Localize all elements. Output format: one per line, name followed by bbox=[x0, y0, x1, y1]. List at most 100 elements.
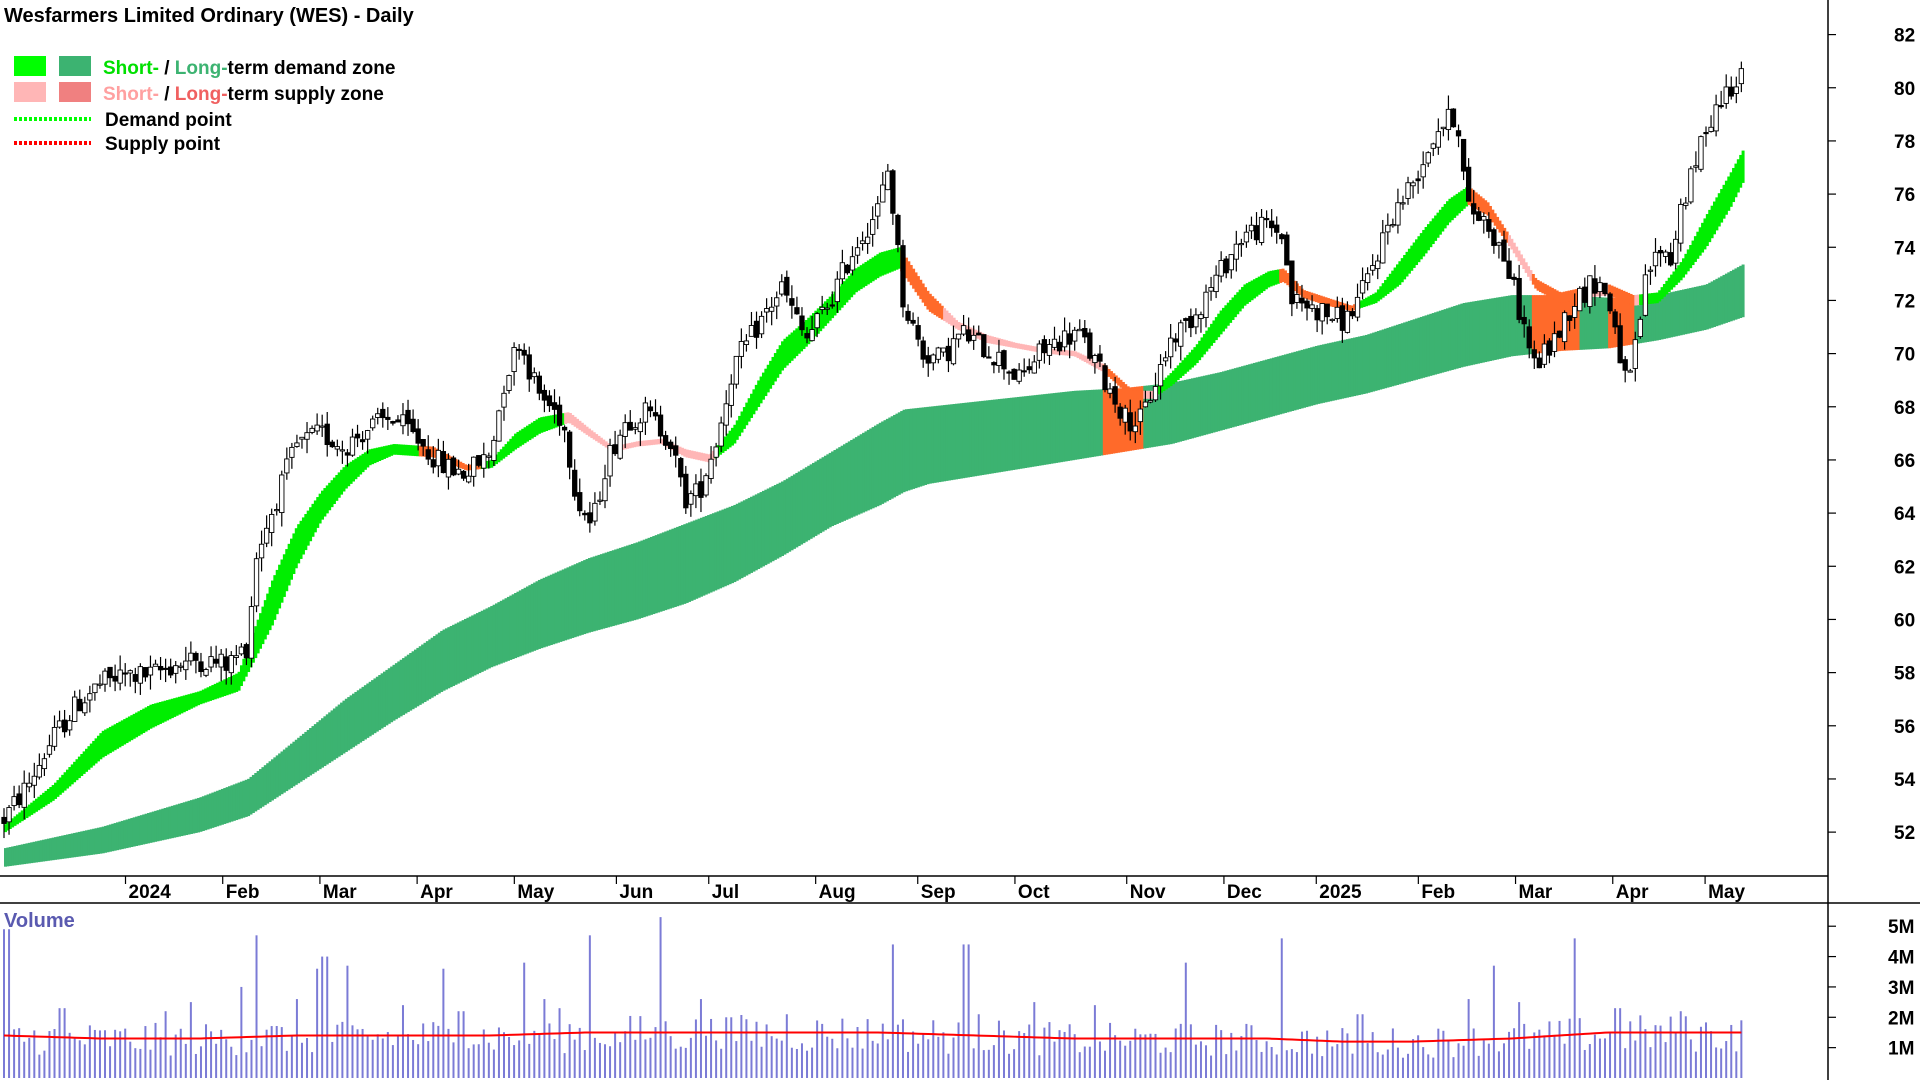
volume-bar bbox=[1563, 1043, 1566, 1078]
long-zone-strip bbox=[506, 596, 510, 661]
candle-body bbox=[551, 402, 558, 410]
volume-bar bbox=[1639, 1015, 1642, 1078]
candle-body bbox=[491, 439, 497, 461]
long-zone-strip bbox=[1002, 398, 1006, 472]
short-zone-strip bbox=[1500, 224, 1504, 236]
short-zone-strip bbox=[404, 444, 408, 456]
long-zone-strip bbox=[1064, 391, 1068, 462]
short-zone-strip bbox=[39, 794, 43, 809]
long-zone-strip bbox=[225, 787, 229, 824]
long-zone-strip bbox=[1682, 289, 1685, 335]
long-zone-strip bbox=[1341, 340, 1345, 399]
volume-bar bbox=[1492, 965, 1495, 1078]
long-zone-strip bbox=[1538, 295, 1542, 354]
volume-bar bbox=[846, 1038, 849, 1078]
long-zone-strip bbox=[373, 678, 377, 734]
long-zone-strip bbox=[1469, 301, 1473, 366]
candle-body bbox=[763, 308, 770, 313]
volume-bar bbox=[1063, 1031, 1066, 1078]
long-zone-strip bbox=[549, 574, 553, 646]
volume-bar bbox=[1508, 1031, 1511, 1078]
long-zone-strip bbox=[1188, 378, 1192, 440]
long-zone-strip bbox=[528, 585, 532, 653]
long-zone-strip bbox=[1643, 295, 1647, 343]
short-zone-strip bbox=[1412, 242, 1416, 268]
long-zone-strip bbox=[742, 500, 746, 577]
short-zone-strip bbox=[104, 729, 108, 756]
long-zone-strip bbox=[1486, 299, 1490, 362]
price-tick-label: 54 bbox=[1894, 770, 1916, 791]
long-zone-strip bbox=[926, 406, 930, 485]
short-zone-strip bbox=[1627, 292, 1631, 304]
long-zone-strip bbox=[1102, 389, 1106, 456]
volume-bar bbox=[472, 1044, 475, 1078]
volume-bar bbox=[366, 1035, 369, 1078]
volume-bar bbox=[1730, 1024, 1733, 1078]
volume-bar bbox=[1104, 1050, 1106, 1078]
volume-bar bbox=[73, 1038, 76, 1078]
short-zone-strip bbox=[44, 790, 48, 806]
volume-bar bbox=[235, 1055, 238, 1078]
long-zone-strip bbox=[132, 817, 136, 847]
candle-body bbox=[561, 426, 568, 431]
volume-bar bbox=[194, 1053, 197, 1078]
short-zone-strip bbox=[1114, 375, 1118, 384]
volume-tick-label: 4M bbox=[1888, 948, 1914, 969]
candle-body bbox=[950, 338, 957, 365]
volume-bar bbox=[1230, 1032, 1233, 1078]
long-zone-strip bbox=[752, 495, 756, 572]
candle-body bbox=[1395, 202, 1401, 226]
long-zone-strip bbox=[1095, 389, 1099, 457]
candle-body bbox=[1471, 203, 1477, 215]
candle-body bbox=[1481, 216, 1487, 221]
candle-body bbox=[1077, 328, 1083, 332]
long-zone-strip bbox=[1534, 295, 1538, 354]
volume-bar bbox=[1194, 1044, 1197, 1078]
long-zone-strip bbox=[356, 690, 360, 745]
volume-bar bbox=[371, 1039, 374, 1078]
candle-body bbox=[1284, 234, 1290, 266]
short-zone-strip bbox=[1303, 290, 1307, 299]
short-zone-strip bbox=[411, 445, 415, 456]
short-zone-strip bbox=[1388, 273, 1392, 293]
candle-body bbox=[708, 458, 714, 479]
volume-bar bbox=[68, 1032, 71, 1078]
long-zone-strip bbox=[1674, 291, 1678, 337]
volume-bar bbox=[497, 1027, 500, 1078]
long-zone-strip bbox=[583, 560, 587, 635]
candle-body bbox=[1046, 344, 1053, 356]
long-zone-strip bbox=[556, 571, 560, 643]
short-zone-strip bbox=[1534, 277, 1538, 289]
long-zone-strip bbox=[516, 591, 520, 658]
short-zone-strip bbox=[1715, 197, 1719, 231]
short-zone-strip bbox=[1565, 291, 1569, 302]
long-zone-strip bbox=[301, 733, 305, 781]
short-zone-strip bbox=[924, 287, 928, 307]
candle-body bbox=[1430, 143, 1436, 149]
long-zone-strip bbox=[1717, 277, 1721, 326]
short-zone-strip bbox=[1636, 294, 1640, 306]
short-zone-strip bbox=[1407, 248, 1411, 274]
volume-bar bbox=[154, 1022, 157, 1078]
candle-body bbox=[965, 329, 972, 342]
short-zone-strip bbox=[692, 451, 696, 460]
short-zone-strip bbox=[1457, 192, 1461, 214]
short-zone-strip bbox=[1229, 300, 1233, 323]
short-zone-strip bbox=[466, 465, 470, 471]
short-zone-strip bbox=[1496, 216, 1500, 230]
long-zone-strip bbox=[1720, 276, 1724, 325]
long-zone-strip bbox=[1515, 295, 1519, 356]
short-zone-strip bbox=[525, 425, 529, 442]
long-zone-strip bbox=[168, 806, 172, 839]
long-zone-strip bbox=[1336, 341, 1340, 400]
volume-bar bbox=[1073, 1034, 1076, 1078]
long-zone-strip bbox=[182, 802, 186, 836]
short-zone-strip bbox=[907, 261, 911, 282]
volume-bar bbox=[285, 1050, 288, 1078]
volume-bar bbox=[134, 1048, 137, 1078]
long-zone-strip bbox=[1088, 389, 1092, 458]
short-zone-strip bbox=[528, 424, 532, 441]
short-zone-strip bbox=[1024, 344, 1028, 350]
short-zone-strip bbox=[1014, 342, 1018, 349]
long-zone-strip bbox=[1705, 284, 1709, 330]
